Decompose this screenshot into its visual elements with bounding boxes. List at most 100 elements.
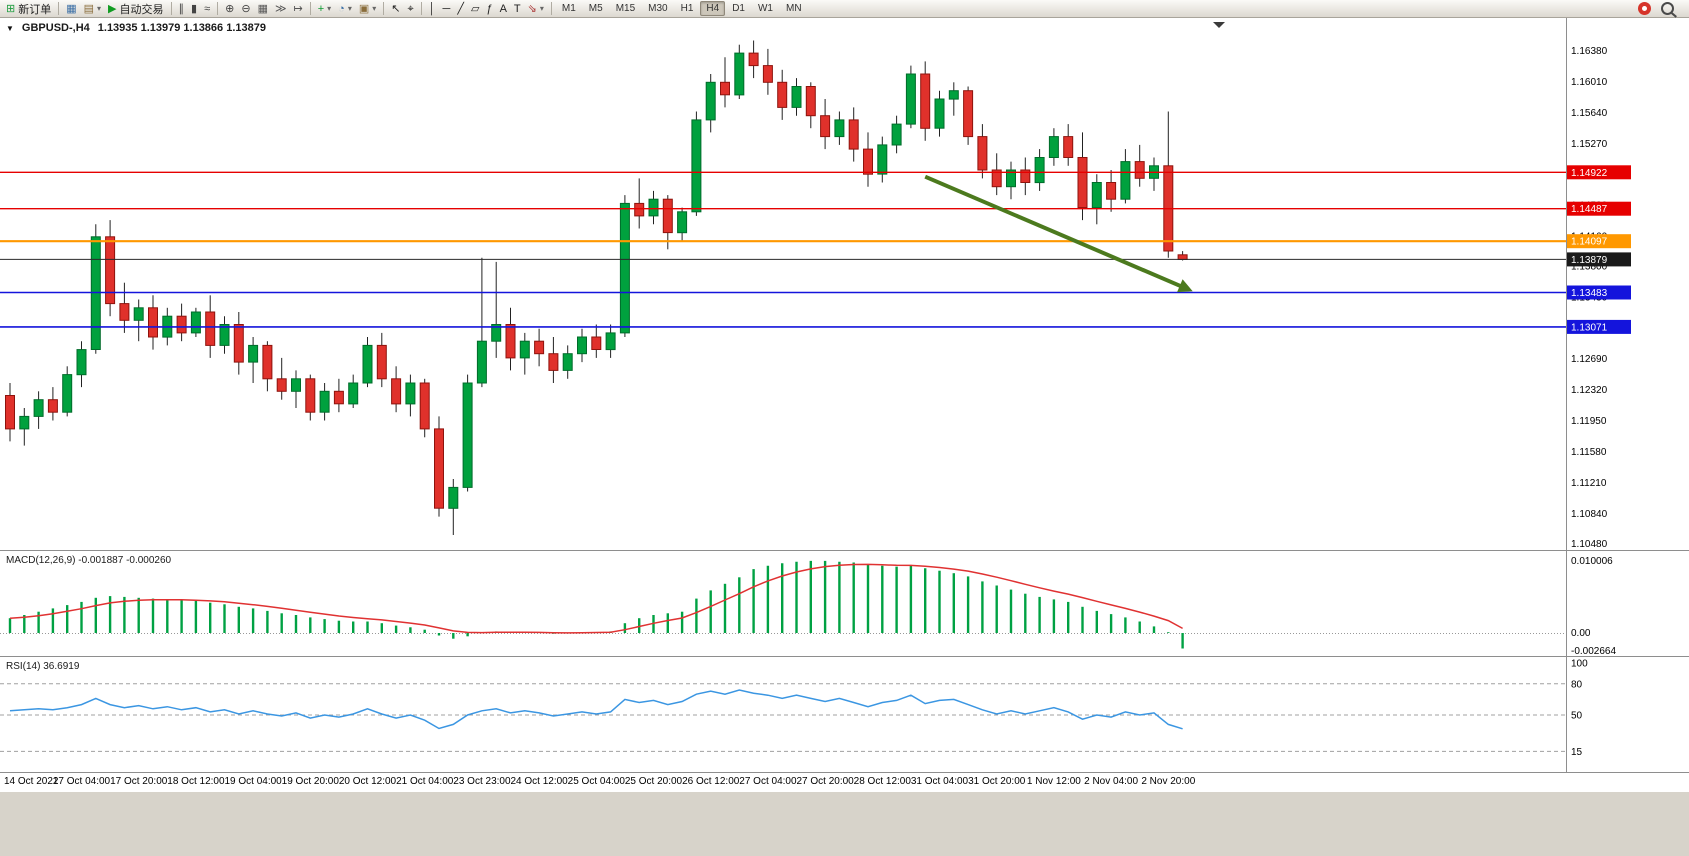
templates-button[interactable]: ▣ ▾ (356, 1, 379, 17)
svg-text:28 Oct 12:00: 28 Oct 12:00 (854, 776, 912, 787)
svg-text:1.16010: 1.16010 (1571, 77, 1608, 88)
chart-shift-marker[interactable] (1213, 22, 1225, 28)
bars-chart-button[interactable]: ∥ (176, 1, 188, 17)
zoom-out-icon: ⊖ (241, 2, 251, 15)
svg-text:1.10480: 1.10480 (1571, 539, 1608, 550)
chart-shift-button[interactable]: ↦ (290, 1, 305, 17)
zoom-in-button[interactable]: ⊕ (222, 1, 237, 17)
svg-text:17 Oct 20:00: 17 Oct 20:00 (110, 776, 168, 787)
new-order-button[interactable]: ⊞ 新订单 (3, 1, 54, 17)
timeframe-m5-button[interactable]: M5 (588, 3, 603, 14)
rsi-line (9, 689, 1183, 730)
svg-text:2 Nov 04:00: 2 Nov 04:00 (1084, 776, 1138, 787)
svg-text:1.12320: 1.12320 (1571, 385, 1608, 396)
line-chart-icon: ≈ (204, 2, 211, 15)
chart-canvas[interactable]: 1.163801.160101.156401.152701.149001.145… (0, 18, 1689, 856)
tile-windows-button[interactable]: ▦ (255, 1, 271, 17)
text-label-button[interactable]: T (511, 1, 524, 17)
timeframe-m1-button[interactable]: M1 (561, 3, 576, 14)
auto-trading-button[interactable]: ▶ 自动交易 (105, 1, 166, 17)
svg-text:19 Oct 20:00: 19 Oct 20:00 (282, 776, 340, 787)
chart-windows-button[interactable]: ▦ (63, 1, 79, 17)
svg-text:1.14922: 1.14922 (1571, 168, 1608, 179)
timeframe-d1-button[interactable]: D1 (732, 3, 745, 14)
arrows-button[interactable]: ⇘ ▾ (525, 1, 547, 17)
svg-text:27 Oct 20:00: 27 Oct 20:00 (796, 776, 854, 787)
svg-text:23 Oct 23:00: 23 Oct 23:00 (453, 776, 511, 787)
toolbar-separator (170, 2, 172, 15)
svg-text:18 Oct 12:00: 18 Oct 12:00 (167, 776, 225, 787)
community-icon[interactable] (1638, 2, 1651, 15)
rsi-axis-label: 50 (1571, 711, 1583, 722)
tile-windows-icon: ▦ (257, 2, 268, 15)
candles-chart-icon: ▮ (191, 2, 198, 15)
svg-text:1.15640: 1.15640 (1571, 108, 1608, 119)
dropdown-arrow-icon: ▾ (539, 4, 544, 13)
svg-text:1.14487: 1.14487 (1571, 204, 1608, 215)
rsi-axis-label: 80 (1571, 679, 1583, 690)
timeframe-m15-button[interactable]: M15 (615, 3, 636, 14)
timeframe-mn-button[interactable]: MN (785, 3, 802, 14)
cursor-icon: ↖ (391, 2, 401, 15)
trendline-button[interactable]: ╱ (454, 1, 467, 17)
horizontal-line-button[interactable]: ─ (440, 1, 454, 17)
toolbar-separator (383, 2, 385, 15)
indicators-button[interactable]: + ▾ (315, 1, 334, 17)
svg-text:1.14097: 1.14097 (1571, 237, 1608, 248)
toolbar-separator (217, 2, 219, 15)
svg-text:1.16380: 1.16380 (1571, 46, 1608, 57)
dropdown-arrow-icon: ▾ (97, 4, 102, 13)
chart-shift-icon: ↦ (293, 2, 303, 15)
dropdown-arrow-icon: ▾ (347, 4, 352, 13)
crosshair-icon: ⌖ (407, 2, 414, 15)
fibonacci-button[interactable]: ƒ (483, 1, 495, 17)
rsi-axis-label: 15 (1571, 747, 1583, 758)
svg-text:25 Oct 20:00: 25 Oct 20:00 (625, 776, 683, 787)
zoom-in-icon: ⊕ (225, 2, 235, 15)
auto-scroll-icon: ≫ (274, 2, 287, 15)
price-tag: 1.13879 (1567, 252, 1631, 267)
timeframe-w1-button[interactable]: W1 (757, 3, 773, 14)
equidistant-channel-icon: ▱ (470, 2, 480, 15)
periods-icon: ◔ (338, 2, 345, 15)
text-icon: A (499, 2, 507, 15)
search-icon[interactable] (1661, 2, 1674, 15)
equidistant-channel-button[interactable]: ▱ (468, 1, 482, 17)
svg-text:25 Oct 04:00: 25 Oct 04:00 (568, 776, 626, 787)
timeframe-m30-button[interactable]: M30 (648, 3, 668, 14)
dropdown-arrow-icon: ▾ (327, 4, 332, 13)
svg-text:20 Oct 12:00: 20 Oct 12:00 (339, 776, 397, 787)
auto-trading-icon: ▶ (108, 2, 117, 15)
profiles-button[interactable]: ▤ ▾ (81, 1, 104, 17)
svg-text:1.13800: 1.13800 (1571, 262, 1608, 273)
chart-window: 1.163801.160101.156401.152701.149001.145… (0, 18, 1689, 856)
svg-text:1.13483: 1.13483 (1571, 288, 1608, 299)
toolbar-right-group (1638, 2, 1686, 15)
timeframe-h4-button[interactable]: H4 (700, 1, 726, 16)
chart-windows-icon: ▦ (66, 2, 77, 15)
timeframe-h1-button[interactable]: H1 (680, 3, 694, 14)
svg-text:1.13879: 1.13879 (1571, 255, 1608, 266)
window-lower-area (0, 792, 1689, 856)
toolbar-separator (420, 2, 422, 15)
auto-scroll-button[interactable]: ≫ (272, 1, 290, 17)
cursor-button[interactable]: ↖ (388, 1, 403, 17)
toolbar-separator (550, 2, 552, 15)
svg-text:1.12690: 1.12690 (1571, 354, 1608, 365)
zoom-out-button[interactable]: ⊖ (238, 1, 253, 17)
svg-text:31 Oct 20:00: 31 Oct 20:00 (968, 776, 1026, 787)
candles-chart-button[interactable]: ▮ (188, 1, 200, 17)
toolbar: ⊞ 新订单 ▦ ▤ ▾ ▶ 自动交易 ∥ ▮ ≈ ⊕ ⊖ ▦ ≫ ↦ + ▾ ◔ ▾ ▣ ▾ ↖ ⌖ │ ─ ╱ ▱ ƒ A T ⇘ ▾ M1 M… (0, 0, 1689, 18)
vertical-line-button[interactable]: │ (426, 1, 439, 17)
dropdown-arrow-icon: ▾ (372, 4, 377, 13)
price-tag: 1.13071 (1567, 319, 1631, 334)
profiles-icon: ▤ (83, 2, 95, 15)
line-chart-button[interactable]: ≈ (201, 1, 213, 17)
crosshair-button[interactable]: ⌖ (404, 1, 416, 17)
text-button[interactable]: A (497, 1, 510, 17)
price-tag: 1.14097 (1567, 234, 1631, 249)
periods-button[interactable]: ◔ ▾ (335, 1, 355, 17)
svg-text:1.11950: 1.11950 (1571, 416, 1607, 427)
trend-arrow[interactable] (924, 174, 1193, 293)
